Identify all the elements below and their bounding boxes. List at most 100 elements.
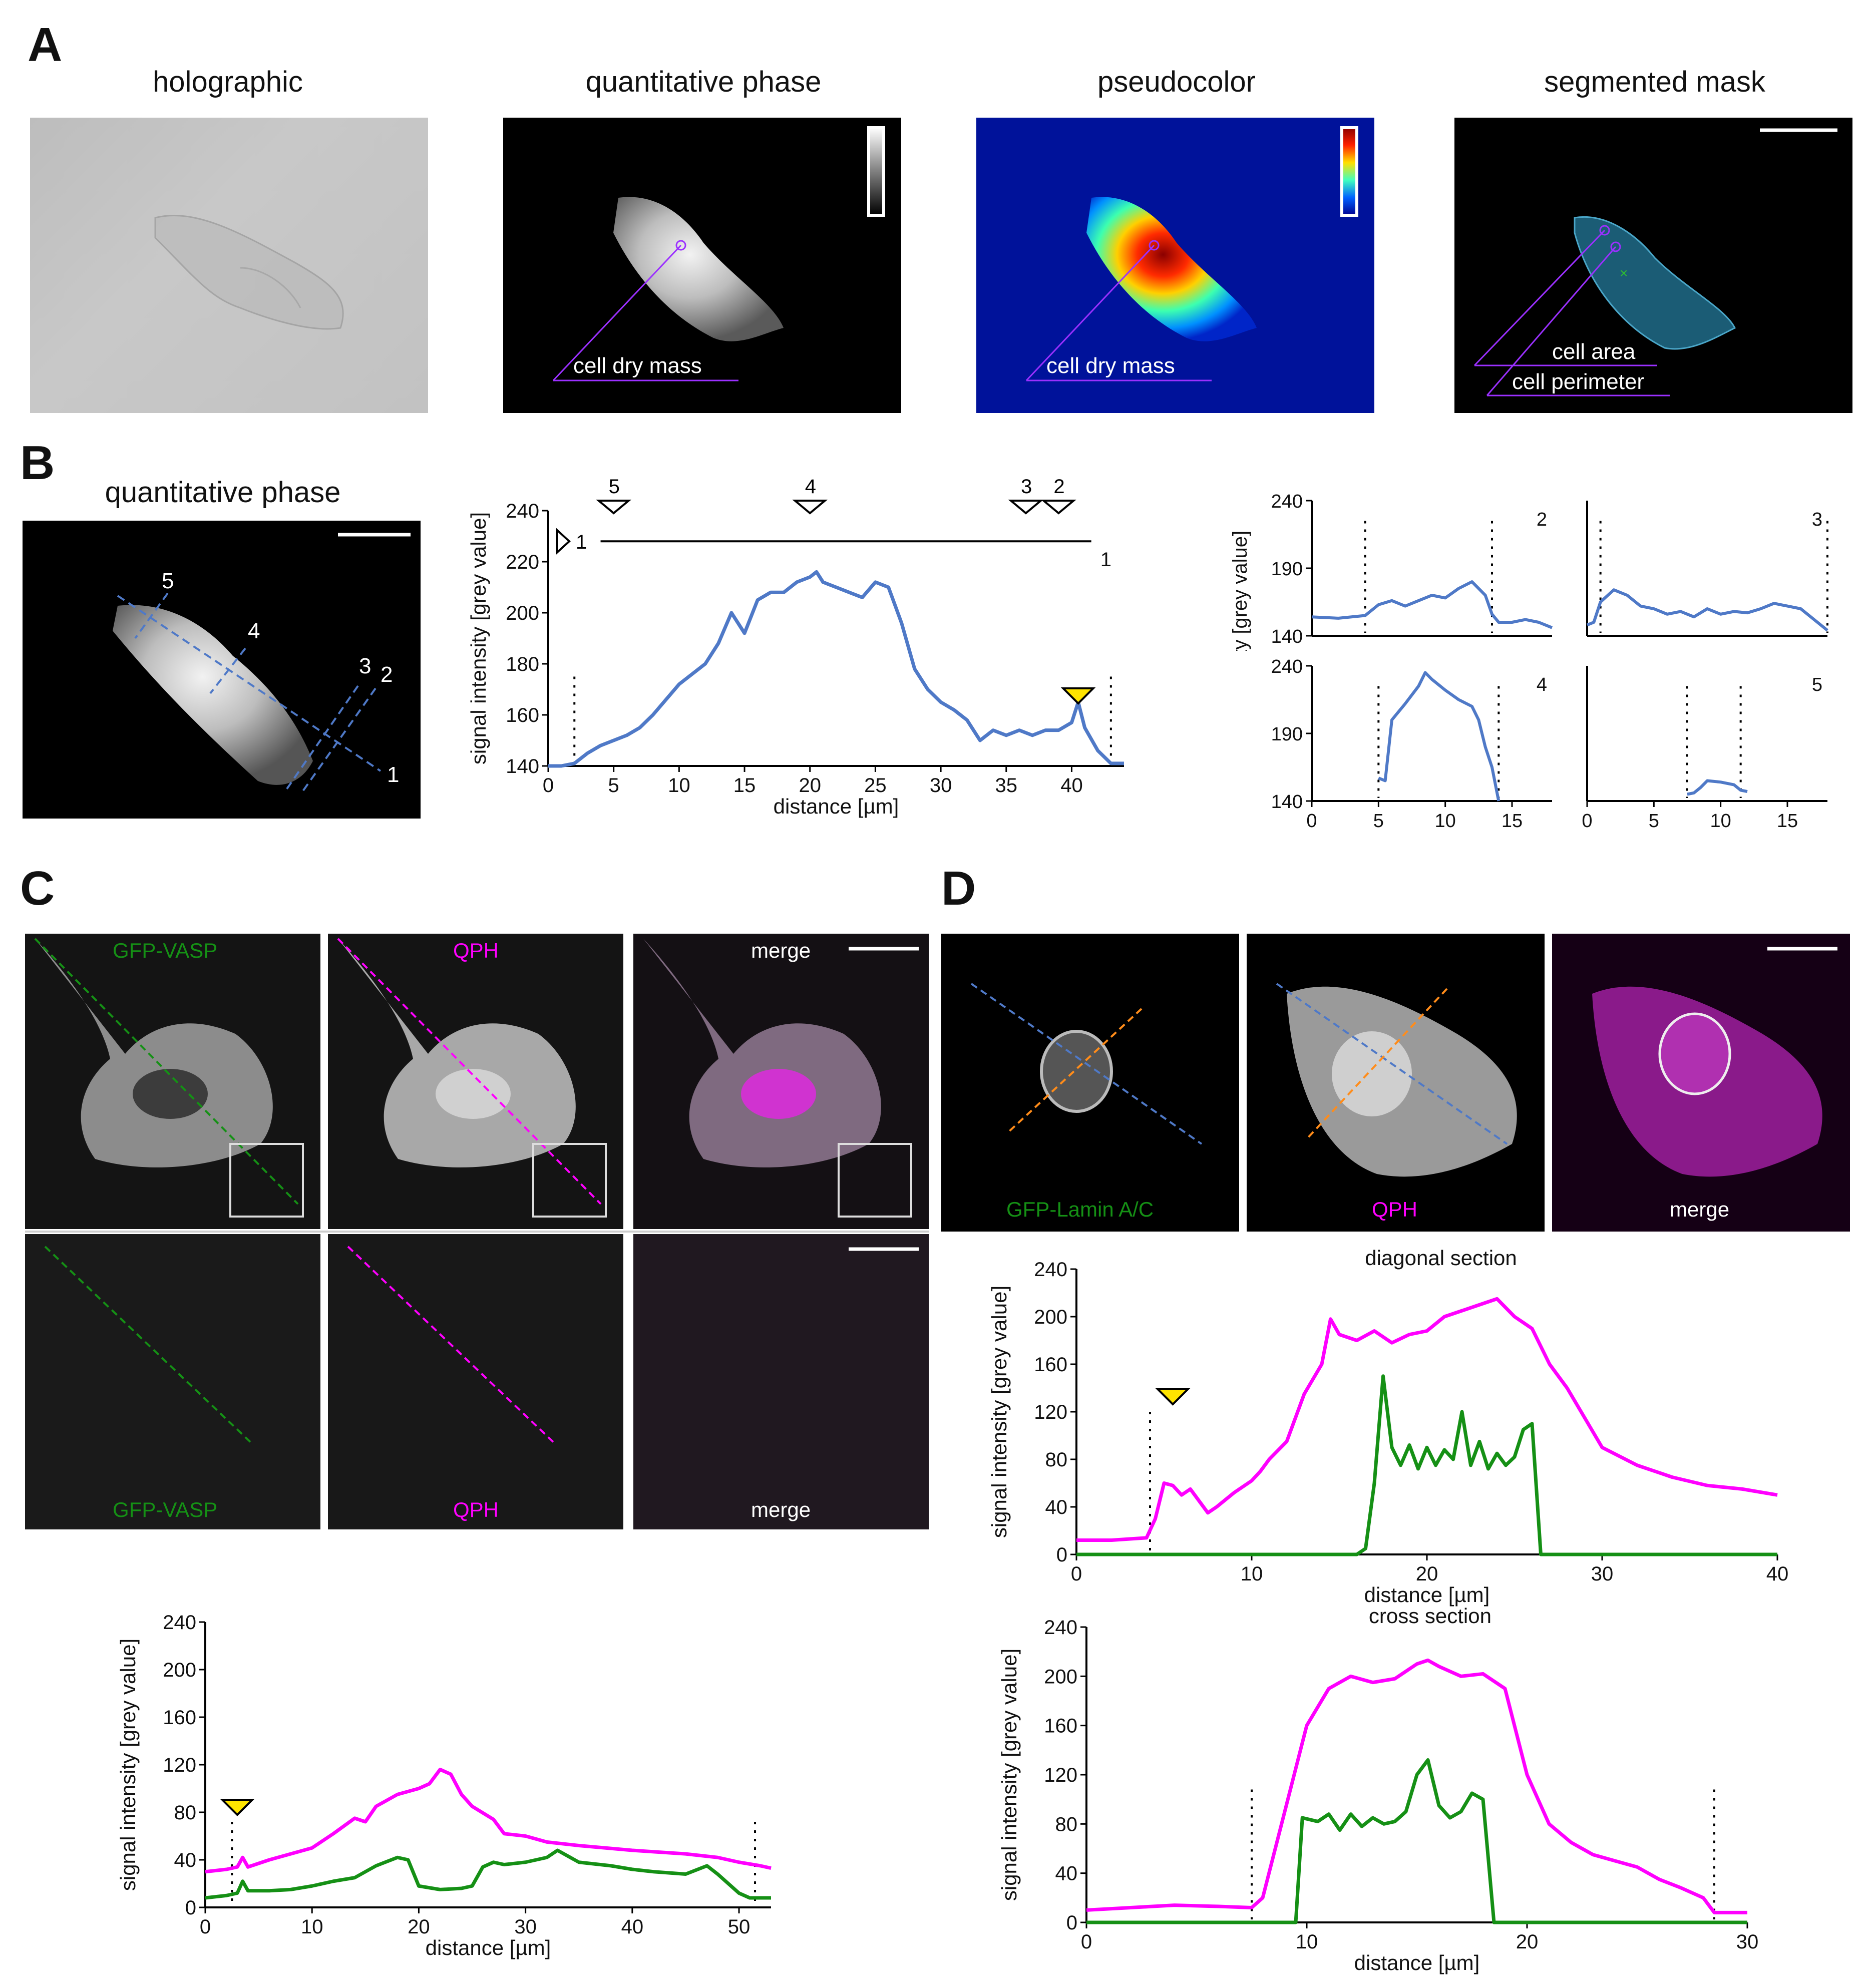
line-label-2: 2 (381, 662, 393, 687)
d-merge-image: merge (1552, 934, 1850, 1232)
marker-3: 3 (1021, 476, 1032, 498)
y-tick-label: 160 (163, 1707, 196, 1729)
title-segmented-mask: segmented mask (1544, 66, 1765, 98)
x-tick-label: 5 (608, 774, 619, 797)
arrowhead-marker (1155, 1388, 1191, 1406)
label-merge: merge (751, 939, 811, 962)
colorbar (1340, 126, 1358, 217)
c-qph-image: QPH (328, 934, 623, 1229)
y-tick-label: 140 (1271, 791, 1303, 813)
y-tick-label: 120 (1044, 1764, 1077, 1786)
series-line-qph (1086, 1658, 1747, 1914)
x-tick-label: 25 (864, 774, 887, 797)
x-tick-label: 10 (1710, 811, 1731, 832)
profile-label-1: 1 (1100, 549, 1111, 571)
y-tick-label: 240 (1271, 491, 1303, 512)
c-zoom-connectors (25, 1231, 929, 1233)
x-tick-label: 0 (543, 774, 554, 797)
y-tick-label: 240 (506, 500, 539, 522)
y-tick-label: 160 (1044, 1715, 1077, 1737)
x-tick-label: 0 (1081, 1931, 1092, 1953)
series-line-profile (1586, 588, 1828, 632)
holographic-cell-outline (154, 215, 344, 330)
arrowhead-marker (1060, 687, 1096, 705)
y-axis-label: signal intensity [grey value] (467, 512, 490, 764)
chart-b-small-3: 3 (1586, 501, 1828, 637)
left-triangle-marker (556, 528, 571, 555)
segmented-cell (1574, 216, 1736, 350)
panel-letter-a: A (28, 18, 63, 72)
line-label-1: 1 (387, 762, 399, 787)
cell-shape (613, 197, 784, 341)
chart-title: cross section (1369, 1607, 1491, 1628)
x-tick-label: 15 (1777, 811, 1798, 832)
marker-1: 1 (576, 531, 587, 553)
y-tick-label: 180 (506, 653, 539, 675)
y-tick-label: 120 (163, 1754, 196, 1776)
y-axis-label: signal intensity [grey value] (997, 1649, 1021, 1901)
cell-shape (113, 605, 313, 785)
label-gfp-vasp-zoom: GFP-VASP (113, 1498, 217, 1521)
y-tick-label: 80 (1045, 1449, 1068, 1471)
y-tick-label: 120 (1034, 1401, 1067, 1423)
panel-letter-c: C (20, 862, 55, 915)
c-qph-zoom: QPH (328, 1234, 623, 1529)
y-tick-label: 190 (1271, 559, 1303, 580)
y-tick-label: 40 (1055, 1863, 1078, 1885)
c-merge-zoom: merge (633, 1234, 929, 1529)
b-phase-image: 1 2 3 4 5 (23, 521, 421, 819)
x-tick-label: 20 (799, 774, 821, 797)
x-tick-label: 20 (408, 1916, 430, 1938)
y-tick-label: 0 (1056, 1544, 1067, 1566)
chart-b-main: 0 5 10 15 20 25 30 35 40140160180200220240distan… (467, 476, 1124, 818)
profile-number-label: 2 (1537, 509, 1547, 530)
c-gfp-vasp-image: GFP-VASP (25, 934, 320, 1229)
label-cell-area: cell area (1552, 339, 1636, 364)
x-tick-label: 30 (1591, 1563, 1614, 1585)
holographic-image (30, 118, 428, 413)
section-marker-2 (1040, 500, 1076, 515)
x-tick-label: 0 (1582, 811, 1592, 832)
y-tick-label: 220 (506, 551, 539, 573)
label-merge-d: merge (1670, 1198, 1729, 1221)
x-tick-label: 40 (1766, 1563, 1789, 1585)
pseudocolor-image: cell dry mass (976, 118, 1374, 413)
x-tick-label: 10 (668, 774, 690, 797)
title-pseudocolor: pseudocolor (1097, 66, 1256, 98)
series-line-gfp-vasp (205, 1848, 771, 1900)
chart-d-cross: 0 10 20 30 0 40 80 120 160 200 240 distance [µm] sig… (997, 1607, 1759, 1974)
label-cell-perimeter: cell perimeter (1512, 369, 1644, 394)
x-tick-label: 0 (1071, 1563, 1082, 1585)
y-tick-label: 140 (506, 755, 539, 777)
y-tick-label: 0 (1066, 1912, 1077, 1934)
label-merge-zoom: merge (751, 1498, 811, 1521)
label-cell-dry-mass: cell dry mass (573, 353, 702, 378)
d-qph-image: QPH (1247, 934, 1545, 1232)
label-qph-zoom: QPH (453, 1498, 499, 1521)
title-quantitative-phase: quantitative phase (585, 66, 822, 98)
y-tick-label: 240 (1271, 656, 1303, 677)
x-tick-label: 30 (1736, 1931, 1759, 1953)
series-line-profile (1311, 580, 1553, 629)
y-tick-label: 200 (1044, 1666, 1077, 1688)
label-gfp-vasp: GFP-VASP (113, 939, 217, 962)
x-tick-label: 40 (1060, 774, 1083, 797)
y-tick-label: 0 (185, 1897, 196, 1919)
marker-4: 4 (805, 476, 816, 498)
chart-b-small-4: 0 5 10 15 140 190 240 4 (1271, 656, 1552, 832)
series-line-qph (1076, 1297, 1778, 1542)
x-tick-label: 10 (1241, 1563, 1263, 1585)
title-b-quantitative-phase: quantitative phase (105, 476, 341, 509)
colorbar (867, 126, 885, 217)
y-tick-label: 160 (1034, 1354, 1067, 1376)
panel-letter-b: B (20, 436, 55, 490)
chart-b-small-2: 140 190 240 2 signal intensity [grey value] (1229, 491, 1553, 651)
y-axis-label: signal intensity [grey value] (987, 1286, 1011, 1538)
title-holographic: holographic (153, 66, 303, 98)
x-tick-label: 15 (733, 774, 756, 797)
label-qph-d: QPH (1372, 1198, 1417, 1221)
y-tick-label: 40 (174, 1849, 197, 1871)
x-tick-label: 15 (1502, 811, 1523, 832)
section-marker-3 (1008, 500, 1044, 515)
marker-2: 2 (1053, 476, 1064, 498)
